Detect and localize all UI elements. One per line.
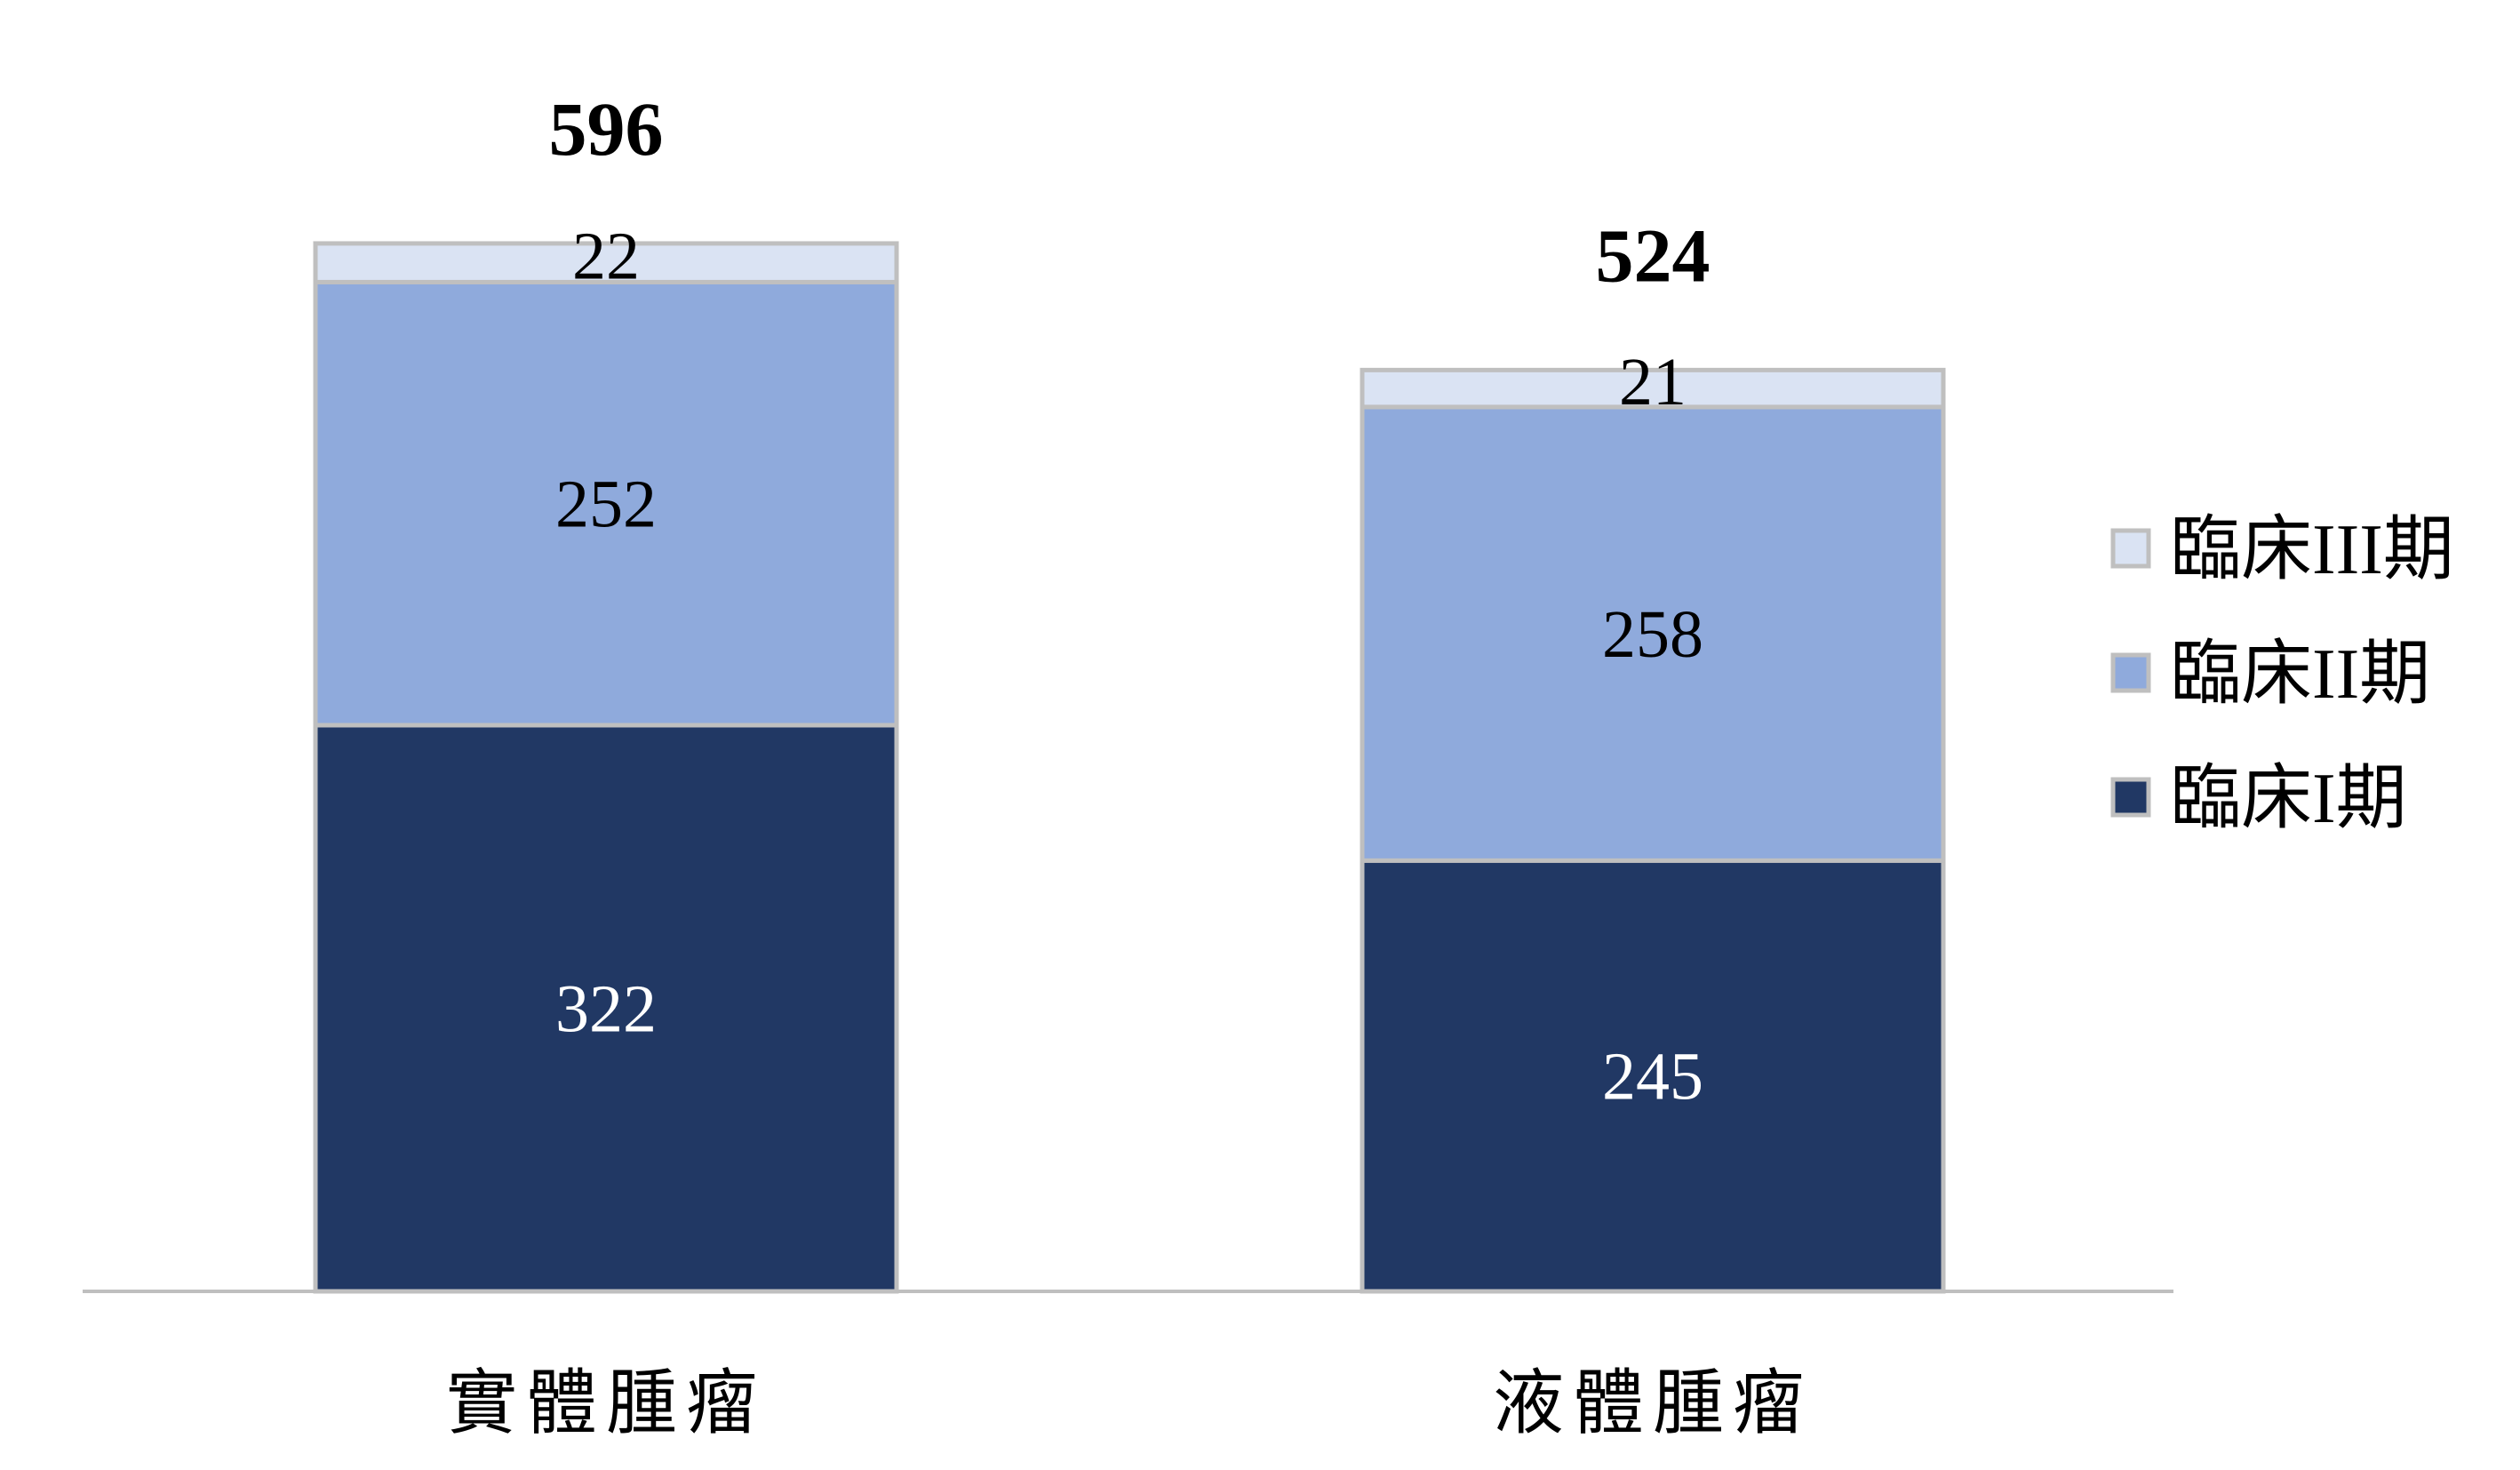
legend-label: 臨床III期	[2170, 511, 2454, 589]
bar-segment-1-1	[313, 723, 899, 1294]
bar-segment-3-2	[1360, 367, 1946, 410]
segment-value-label: 322	[555, 971, 657, 1046]
bar-segment-1-2	[1360, 858, 1946, 1294]
bar-segment-3-1	[313, 241, 899, 284]
total-value-label: 524	[1596, 212, 1711, 298]
legend-label: 臨床I期	[2170, 760, 2407, 838]
segment-value-label: 22	[572, 220, 640, 294]
bars-group	[313, 241, 1946, 1294]
segment-value-label: 245	[1602, 1040, 1703, 1114]
bar-segment-2-1	[313, 279, 899, 728]
legend-swatch	[2110, 528, 2151, 569]
legend-label: 臨床II期	[2170, 635, 2430, 714]
total-labels-group: 596 524	[549, 86, 1711, 298]
segment-labels-group: 322 252 22 245 258 21	[555, 220, 1703, 1114]
category-labels-group: 實體腫瘤 液體腫瘤	[446, 1365, 1813, 1443]
category-label: 實體腫瘤	[446, 1365, 766, 1443]
legend-swatch	[2110, 777, 2151, 818]
category-label: 液體腫瘤	[1493, 1365, 1813, 1443]
segment-value-label: 21	[1619, 345, 1687, 419]
total-value-label: 596	[549, 86, 664, 172]
segment-value-label: 258	[1602, 597, 1703, 672]
segment-value-label: 252	[555, 467, 657, 542]
bar-segment-2-2	[1360, 404, 1946, 863]
legend-swatch	[2110, 652, 2151, 693]
